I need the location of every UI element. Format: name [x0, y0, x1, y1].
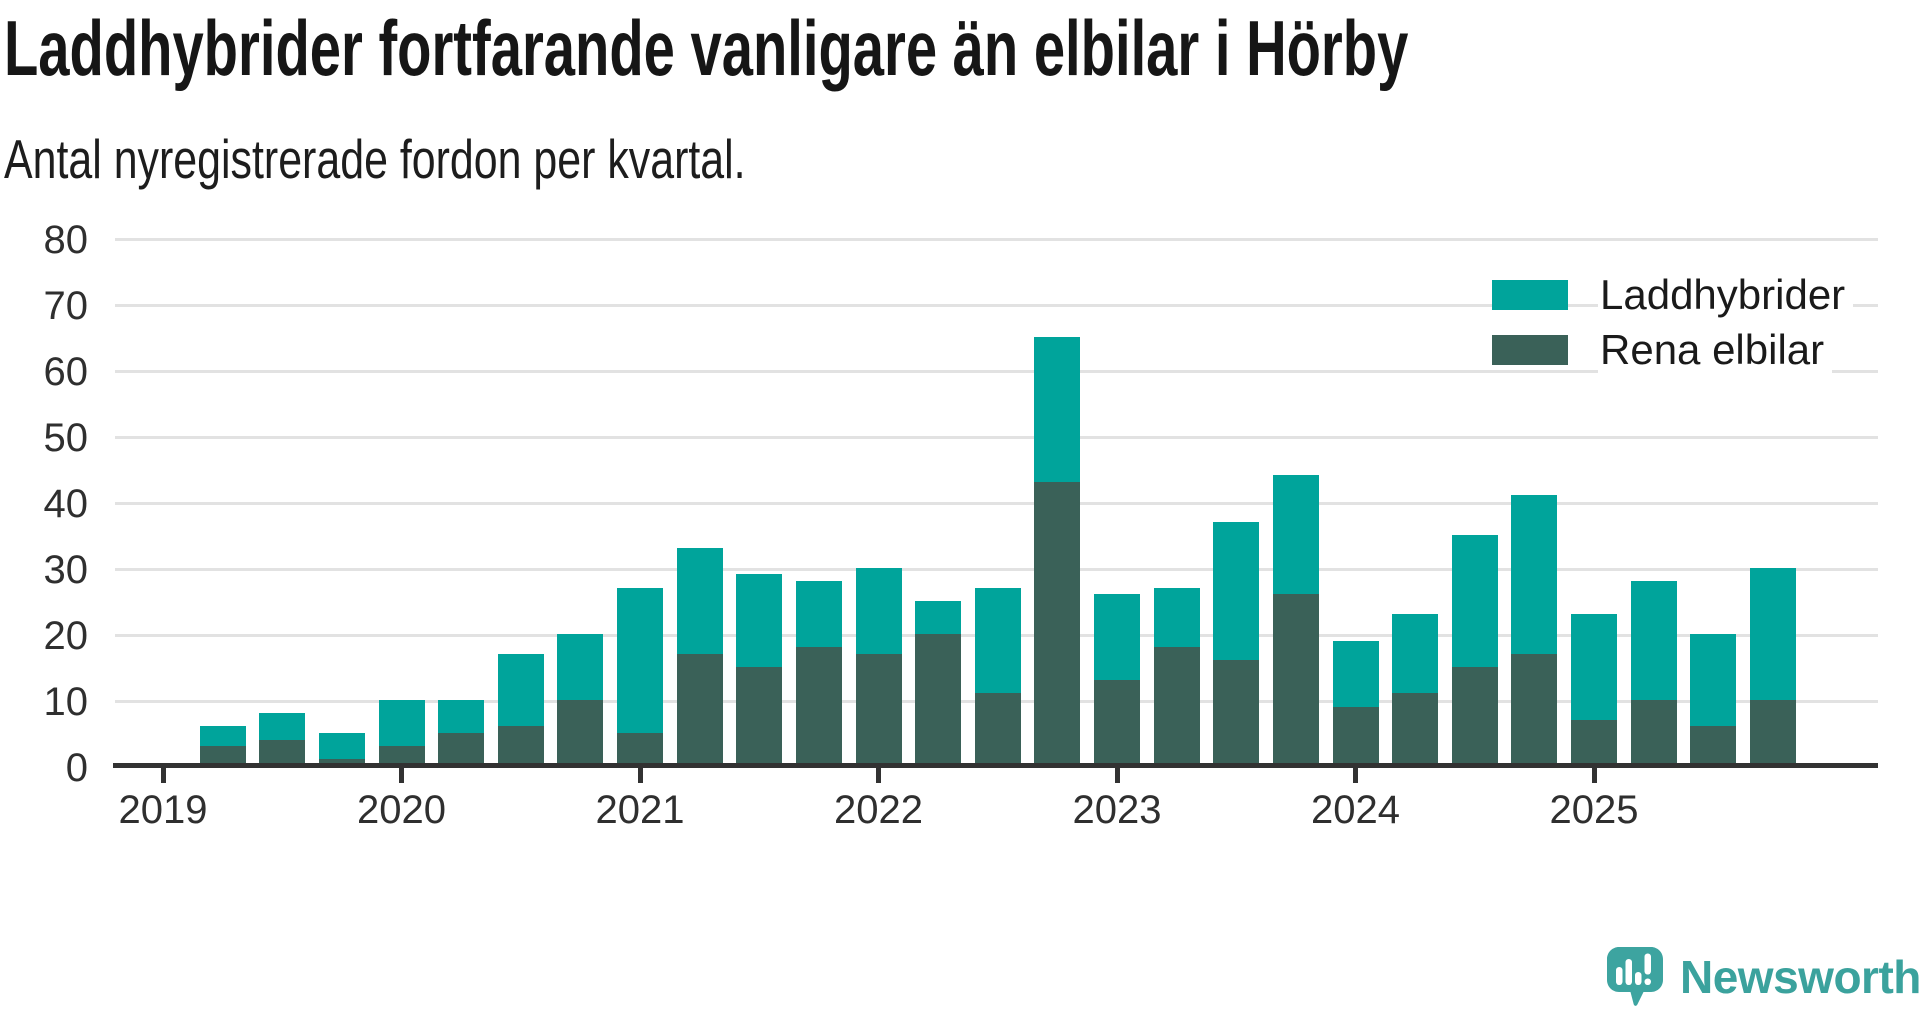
bar-segment-rena-elbilar — [1631, 700, 1677, 766]
bar-segment-laddhybrider — [975, 588, 1021, 694]
gridline — [115, 502, 1878, 505]
bar-segment-rena-elbilar — [498, 726, 544, 766]
x-axis-tick — [161, 768, 166, 783]
bar-segment-rena-elbilar — [796, 647, 842, 766]
bar-segment-laddhybrider — [1631, 581, 1677, 700]
bar-segment-laddhybrider — [1690, 634, 1736, 726]
bar-segment-laddhybrider — [438, 700, 484, 733]
bar-segment-rena-elbilar — [1213, 660, 1259, 766]
gridline — [115, 436, 1878, 439]
chart-subtitle: Antal nyregistrerade fordon per kvartal. — [4, 126, 746, 192]
x-axis-tick — [876, 768, 881, 783]
x-axis-year-label: 2019 — [83, 786, 243, 834]
x-axis-year-label: 2020 — [322, 786, 482, 834]
bar-segment-rena-elbilar — [1571, 720, 1617, 766]
bar-segment-laddhybrider — [200, 726, 246, 746]
bar-segment-rena-elbilar — [1154, 647, 1200, 766]
y-axis-tick-label: 0 — [0, 744, 88, 792]
x-axis-tick — [1115, 768, 1120, 783]
bar-segment-rena-elbilar — [1511, 654, 1557, 766]
y-axis-tick-label: 30 — [0, 546, 88, 594]
bar-segment-laddhybrider — [1452, 535, 1498, 667]
bar-segment-rena-elbilar — [1452, 667, 1498, 766]
bar-segment-laddhybrider — [1094, 594, 1140, 680]
newsworthy-wordmark: Newsworthy — [1680, 947, 1920, 1007]
bar-segment-rena-elbilar — [1333, 707, 1379, 766]
x-axis-year-label: 2023 — [1037, 786, 1197, 834]
bar-segment-laddhybrider — [1571, 614, 1617, 720]
x-axis-year-label: 2024 — [1276, 786, 1436, 834]
x-axis-tick — [638, 768, 643, 783]
legend-label-rena-elbilar: Rena elbilar — [1598, 324, 1832, 376]
legend-item-rena-elbilar: Rena elbilar — [1492, 322, 1853, 377]
bar-segment-laddhybrider — [557, 634, 603, 700]
bar-segment-laddhybrider — [1333, 641, 1379, 707]
bar-segment-rena-elbilar — [1690, 726, 1736, 766]
bar-segment-laddhybrider — [736, 574, 782, 666]
x-axis-tick — [399, 768, 404, 783]
y-axis-tick-label: 70 — [0, 282, 88, 330]
gridline — [115, 238, 1878, 241]
bar-segment-rena-elbilar — [438, 733, 484, 766]
y-axis-tick-label: 50 — [0, 414, 88, 462]
legend-swatch-rena-elbilar — [1492, 335, 1568, 365]
legend: Laddhybrider Rena elbilar — [1492, 267, 1853, 377]
bar-segment-laddhybrider — [379, 700, 425, 746]
x-axis-year-label: 2025 — [1514, 786, 1674, 834]
y-axis-tick-label: 10 — [0, 678, 88, 726]
bar-segment-laddhybrider — [796, 581, 842, 647]
bar-segment-laddhybrider — [1273, 475, 1319, 594]
y-axis-tick-label: 20 — [0, 612, 88, 660]
newsworthy-logo-icon — [1606, 946, 1664, 1008]
bar-segment-rena-elbilar — [1750, 700, 1796, 766]
bar-segment-rena-elbilar — [617, 733, 663, 766]
bar-segment-laddhybrider — [1511, 495, 1557, 654]
bar-segment-laddhybrider — [915, 601, 961, 634]
x-axis-tick — [1353, 768, 1358, 783]
bar-segment-laddhybrider — [856, 568, 902, 654]
bar-segment-rena-elbilar — [736, 667, 782, 766]
x-axis-year-label: 2022 — [799, 786, 959, 834]
legend-label-laddhybrider: Laddhybrider — [1598, 269, 1853, 321]
y-axis-tick-label: 60 — [0, 348, 88, 396]
chart-canvas: Laddhybrider fortfarande vanligare än el… — [0, 0, 1920, 1010]
bar-segment-laddhybrider — [677, 548, 723, 654]
newsworthy-logo[interactable]: Newsworthy — [1606, 946, 1920, 1008]
x-axis-line — [113, 763, 1878, 768]
x-axis-tick — [1592, 768, 1597, 783]
bar-segment-rena-elbilar — [557, 700, 603, 766]
chart-title: Laddhybrider fortfarande vanligare än el… — [4, 2, 1408, 94]
legend-swatch-laddhybrider — [1492, 280, 1568, 310]
bar-segment-laddhybrider — [259, 713, 305, 739]
bar-segment-rena-elbilar — [856, 654, 902, 766]
bar-segment-rena-elbilar — [1273, 594, 1319, 766]
bar-segment-laddhybrider — [498, 654, 544, 727]
y-axis-tick-label: 80 — [0, 216, 88, 264]
bar-segment-laddhybrider — [1392, 614, 1438, 693]
bar-segment-rena-elbilar — [975, 693, 1021, 766]
bar-segment-rena-elbilar — [677, 654, 723, 766]
bar-segment-laddhybrider — [319, 733, 365, 759]
bar-segment-laddhybrider — [1154, 588, 1200, 647]
bar-segment-laddhybrider — [1750, 568, 1796, 700]
x-axis-year-label: 2021 — [560, 786, 720, 834]
bar-segment-laddhybrider — [617, 588, 663, 733]
legend-item-laddhybrider: Laddhybrider — [1492, 267, 1853, 322]
bar-segment-laddhybrider — [1034, 337, 1080, 482]
bar-segment-rena-elbilar — [1094, 680, 1140, 766]
y-axis-tick-label: 40 — [0, 480, 88, 528]
bar-segment-rena-elbilar — [1392, 693, 1438, 766]
gridline — [115, 568, 1878, 571]
bar-segment-rena-elbilar — [915, 634, 961, 766]
bar-segment-rena-elbilar — [1034, 482, 1080, 766]
bar-segment-laddhybrider — [1213, 522, 1259, 661]
